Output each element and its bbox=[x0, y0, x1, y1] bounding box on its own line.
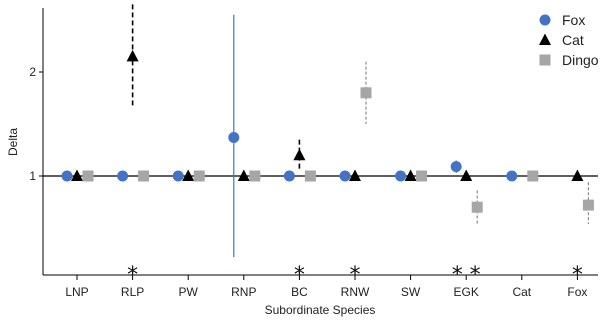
x-tick-label: RLP bbox=[121, 285, 144, 299]
fox-point bbox=[339, 170, 351, 182]
dingo-point bbox=[360, 87, 372, 99]
dingo-point bbox=[471, 201, 483, 213]
x-tick-label: BC bbox=[291, 285, 308, 299]
fox-point bbox=[228, 132, 240, 144]
legend-label: Dingo bbox=[562, 52, 599, 68]
dingo-point bbox=[82, 170, 94, 182]
dingo-legend-symbol bbox=[539, 54, 551, 66]
cat-point bbox=[126, 49, 139, 62]
fox-point bbox=[395, 170, 407, 182]
significance-star: * bbox=[572, 263, 583, 288]
cat-point bbox=[349, 169, 361, 181]
y-tick-label: 2 bbox=[29, 65, 36, 79]
y-axis-title: Delta bbox=[6, 128, 20, 156]
cat-point bbox=[293, 148, 306, 161]
legend-label: Fox bbox=[562, 12, 585, 28]
fox-point bbox=[172, 170, 184, 182]
cat-point bbox=[460, 169, 473, 181]
cat-point bbox=[404, 169, 417, 181]
cat-point bbox=[182, 169, 195, 181]
dingo-point bbox=[304, 170, 316, 182]
x-tick-label: SW bbox=[401, 285, 421, 299]
x-tick-label: Fox bbox=[567, 285, 587, 299]
fox-point bbox=[61, 170, 73, 182]
dingo-point bbox=[249, 170, 261, 182]
cat-legend-symbol bbox=[539, 33, 551, 45]
data-markers bbox=[61, 49, 594, 213]
cat-point bbox=[571, 169, 584, 181]
fox-point bbox=[506, 170, 518, 182]
cat-point bbox=[71, 169, 83, 181]
cat-point bbox=[237, 169, 250, 181]
error-bars bbox=[131, 4, 590, 258]
y-tick-label: 1 bbox=[29, 169, 36, 183]
dingo-point bbox=[582, 199, 594, 211]
dingo-point bbox=[416, 170, 428, 182]
axes bbox=[42, 8, 598, 276]
significance-star: * * bbox=[452, 263, 481, 288]
x-ticks: LNP RLP PW RNP BC RNW SW EGK Cat Fox bbox=[65, 275, 587, 299]
dingo-point bbox=[527, 170, 539, 182]
x-axis-title: Subordinate Species bbox=[265, 303, 376, 317]
x-tick-label: Cat bbox=[512, 285, 531, 299]
x-tick-label: LNP bbox=[65, 285, 88, 299]
significance-star: * bbox=[350, 263, 361, 288]
significance-star: * bbox=[294, 263, 305, 288]
fox-point bbox=[450, 161, 462, 173]
x-tick-label: RNP bbox=[231, 285, 256, 299]
significance-markers: * * * * * * bbox=[127, 263, 583, 288]
dingo-point bbox=[193, 170, 205, 182]
x-tick-label: RNW bbox=[341, 285, 370, 299]
fox-legend-symbol bbox=[539, 14, 551, 26]
y-ticks: 12 bbox=[29, 65, 43, 183]
fox-point bbox=[283, 170, 295, 182]
legend-label: Cat bbox=[562, 32, 584, 48]
dingo-point bbox=[138, 170, 150, 182]
x-tick-label: PW bbox=[179, 285, 199, 299]
fox-point bbox=[117, 170, 129, 182]
significance-star: * bbox=[127, 263, 138, 288]
legend: Fox Cat Dingo bbox=[539, 12, 599, 68]
x-tick-label: EGK bbox=[454, 285, 479, 299]
